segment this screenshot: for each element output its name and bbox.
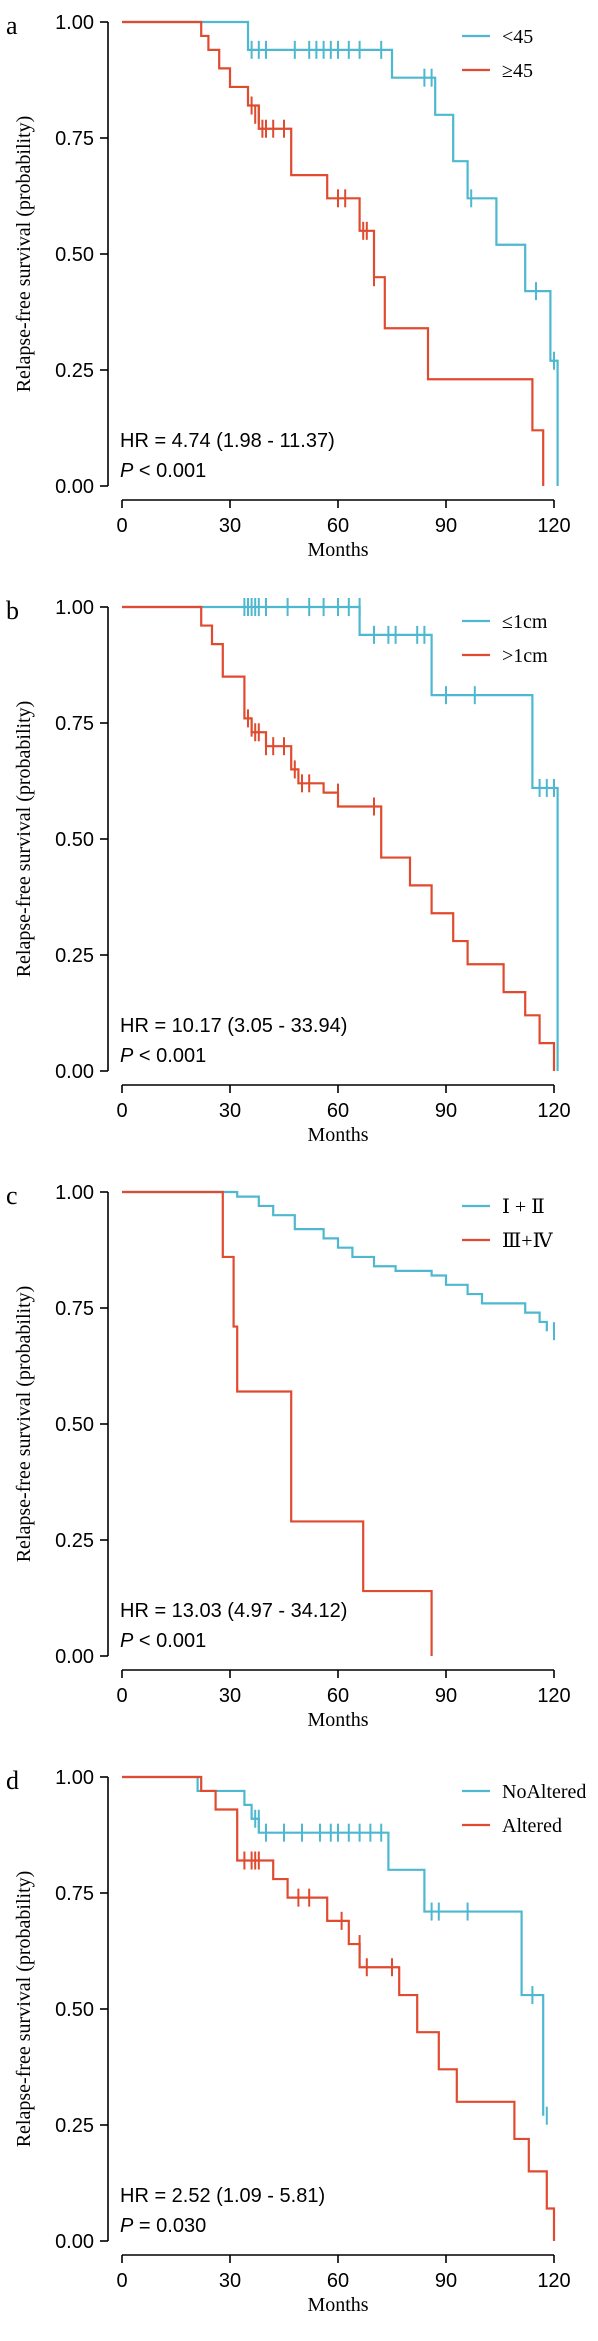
- p-value-number: < 0.001: [133, 1045, 206, 1067]
- x-tick-label: 30: [219, 1685, 241, 1707]
- p-value-number: = 0.030: [133, 2215, 206, 2237]
- km-chart-b: b 0.00 0.25 0.50 0.75 1.00 0 30 60 90 120 Months Rel…: [6, 596, 571, 1146]
- x-tick-label: 60: [327, 2270, 349, 2292]
- x-tick-label: 120: [537, 1685, 570, 1707]
- p-value-text: P < 0.001: [120, 1045, 206, 1067]
- legend-label-1: >1cm: [502, 645, 548, 667]
- km-panel-c: c 0.00 0.25 0.50 0.75 1.00 0 30 60 90 120 Months Rel…: [0, 1170, 598, 1755]
- legend-label-1: Ⅲ+Ⅳ: [502, 1230, 554, 1252]
- km-panel-d: d 0.00 0.25 0.50 0.75 1.00 0 30 60 90 120 Months Rel…: [0, 1755, 598, 2341]
- km-curve-0: [122, 20, 559, 486]
- x-axis-title: Months: [307, 539, 368, 561]
- p-value-text: P = 0.030: [120, 2215, 206, 2237]
- x-axis-title: Months: [307, 2294, 368, 2316]
- hazard-ratio-text: HR = 13.03 (4.97 - 34.12): [120, 1600, 347, 1622]
- hazard-ratio-text: HR = 10.17 (3.05 - 33.94): [120, 1015, 347, 1037]
- y-axis-title: Relapse-free survival (probability): [13, 1871, 35, 2148]
- p-value-number: < 0.001: [133, 1630, 206, 1652]
- p-value-text: P < 0.001: [120, 460, 206, 482]
- y-tick-label: 1.00: [55, 597, 94, 619]
- y-tick-label: 0.50: [55, 1999, 94, 2021]
- p-value-label: P: [120, 2215, 134, 2237]
- km-panel-b: b 0.00 0.25 0.50 0.75 1.00 0 30 60 90 120 Months Rel…: [0, 585, 598, 1170]
- legend-label-0: Ⅰ + Ⅱ: [502, 1196, 545, 1218]
- p-value-label: P: [120, 460, 134, 482]
- y-tick-label: 0.75: [55, 1883, 94, 1905]
- km-curve-0: [122, 1190, 548, 1332]
- legend-label-1: Altered: [502, 1815, 562, 1837]
- legend-label-1: ≥45: [502, 60, 533, 82]
- x-tick-label: 30: [219, 2270, 241, 2292]
- x-tick-label: 0: [116, 1100, 127, 1122]
- y-tick-label: 0.00: [55, 476, 94, 498]
- y-axis-title: Relapse-free survival (probability): [13, 116, 35, 393]
- km-curve-1: [122, 1775, 556, 2241]
- km-chart-a: a 0.00 0.25 0.50 0.75 1.00 0 30 60 90 120 Months Rel…: [6, 11, 571, 561]
- legend-label-0: NoAltered: [502, 1781, 586, 1803]
- km-curve-0: [122, 1775, 545, 2116]
- x-tick-label: 120: [537, 2270, 570, 2292]
- km-panel-a: a 0.00 0.25 0.50 0.75 1.00 0 30 60 90 120 Months Rel…: [0, 0, 598, 585]
- y-tick-label: 0.25: [55, 1530, 94, 1552]
- panel-label: c: [6, 1181, 18, 1210]
- y-axis-title: Relapse-free survival (probability): [13, 1286, 35, 1563]
- p-value-text: P < 0.001: [120, 1630, 206, 1652]
- y-tick-label: 0.25: [55, 945, 94, 967]
- y-tick-label: 0.00: [55, 1061, 94, 1083]
- y-tick-label: 0.75: [55, 1298, 94, 1320]
- x-axis-title: Months: [307, 1124, 368, 1146]
- x-tick-label: 90: [435, 515, 457, 537]
- panel-label: b: [6, 596, 19, 625]
- km-curve-1: [122, 1190, 433, 1656]
- x-tick-label: 120: [537, 515, 570, 537]
- y-axis-title: Relapse-free survival (probability): [13, 701, 35, 978]
- x-tick-label: 30: [219, 515, 241, 537]
- x-tick-label: 60: [327, 1100, 349, 1122]
- km-curve-1: [122, 605, 556, 1071]
- x-tick-label: 90: [435, 1685, 457, 1707]
- y-tick-label: 0.25: [55, 360, 94, 382]
- y-tick-label: 1.00: [55, 12, 94, 34]
- km-curve-1: [122, 20, 545, 486]
- p-value-label: P: [120, 1630, 134, 1652]
- legend-label-0: <45: [502, 26, 533, 48]
- y-tick-label: 0.00: [55, 2231, 94, 2253]
- panel-label: d: [6, 1766, 19, 1795]
- y-tick-label: 1.00: [55, 1767, 94, 1789]
- y-tick-label: 1.00: [55, 1182, 94, 1204]
- x-axis-title: Months: [307, 1709, 368, 1731]
- y-tick-label: 0.50: [55, 1414, 94, 1436]
- hazard-ratio-text: HR = 2.52 (1.09 - 5.81): [120, 2185, 325, 2207]
- y-tick-label: 0.00: [55, 1646, 94, 1668]
- p-value-number: < 0.001: [133, 460, 206, 482]
- panel-label: a: [6, 11, 18, 40]
- x-tick-label: 120: [537, 1100, 570, 1122]
- x-tick-label: 90: [435, 2270, 457, 2292]
- x-tick-label: 60: [327, 515, 349, 537]
- hazard-ratio-text: HR = 4.74 (1.98 - 11.37): [120, 430, 335, 452]
- x-tick-label: 0: [116, 1685, 127, 1707]
- x-tick-label: 90: [435, 1100, 457, 1122]
- y-tick-label: 0.75: [55, 713, 94, 735]
- km-curve-0: [122, 605, 559, 1071]
- p-value-label: P: [120, 1045, 134, 1067]
- legend-label-0: ≤1cm: [502, 611, 548, 633]
- km-chart-d: d 0.00 0.25 0.50 0.75 1.00 0 30 60 90 120 Months Rel…: [6, 1766, 586, 2316]
- km-chart-c: c 0.00 0.25 0.50 0.75 1.00 0 30 60 90 120 Months Rel…: [6, 1181, 571, 1731]
- x-tick-label: 0: [116, 2270, 127, 2292]
- x-tick-label: 0: [116, 515, 127, 537]
- y-tick-label: 0.75: [55, 128, 94, 150]
- y-tick-label: 0.25: [55, 2115, 94, 2137]
- y-tick-label: 0.50: [55, 244, 94, 266]
- y-tick-label: 0.50: [55, 829, 94, 851]
- x-tick-label: 60: [327, 1685, 349, 1707]
- x-tick-label: 30: [219, 1100, 241, 1122]
